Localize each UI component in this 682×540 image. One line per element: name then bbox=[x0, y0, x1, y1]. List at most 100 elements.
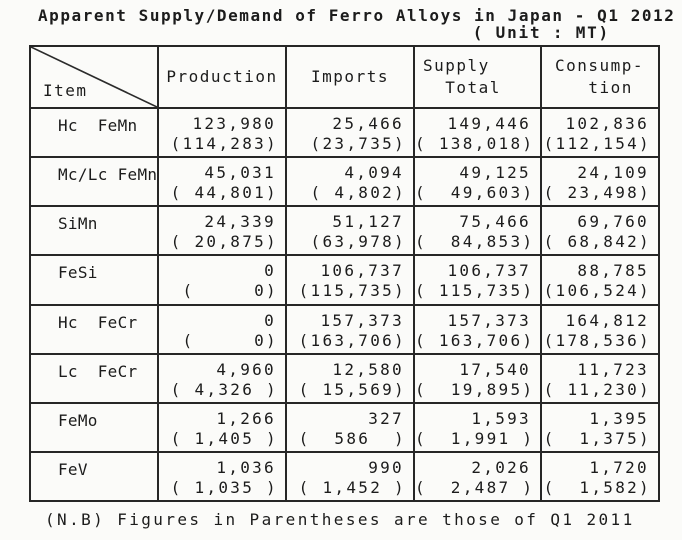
value-line: 11,723 bbox=[577, 359, 649, 379]
table-row: Hc FeMn 123,980 (114,283) 25,466 (23,735… bbox=[29, 106, 660, 159]
paren-line: ( 586 ) bbox=[298, 428, 406, 448]
value-line: 1,720 bbox=[589, 457, 649, 477]
paren-line: ( 1,375) bbox=[543, 428, 651, 448]
paren-line: ( 2,487 ) bbox=[415, 477, 535, 497]
table-row: FeSi 0 ( 0) 106,737 (115,735) 106,737 ( … bbox=[29, 254, 660, 306]
value-line: 1,593 bbox=[471, 408, 531, 428]
paren-line: ( 84,853) bbox=[415, 232, 535, 252]
value-line: 157,373 bbox=[320, 310, 404, 330]
data-cell: 4,094 ( 4,802) bbox=[285, 156, 415, 208]
paren-line: (115,735) bbox=[298, 281, 406, 301]
column-header-production: Production bbox=[157, 45, 287, 109]
value-line: 45,031 bbox=[204, 163, 276, 183]
value-line: 327 bbox=[368, 408, 404, 428]
data-cell: 102,836 (112,154) bbox=[540, 106, 660, 159]
data-cell: 4,960 ( 4,326 ) bbox=[157, 352, 287, 404]
row-item-label: Lc FeCr bbox=[29, 352, 159, 404]
paren-line: ( 138,018) bbox=[415, 134, 535, 153]
table-row: FeMo 1,266 ( 1,405 ) 327 ( 586 ) 1,593 (… bbox=[29, 401, 660, 453]
data-cell: 24,339 ( 20,875) bbox=[157, 205, 287, 257]
data-cell: 2,026 ( 2,487 ) bbox=[413, 450, 542, 503]
paren-line: ( 163,706) bbox=[415, 330, 535, 350]
value-line: 102,836 bbox=[565, 114, 649, 133]
diagonal-line bbox=[31, 47, 157, 107]
value-line: 4,960 bbox=[216, 359, 276, 379]
row-item-label: Hc FeMn bbox=[29, 106, 159, 159]
paren-line: (112,154) bbox=[543, 134, 651, 153]
page-title: Apparent Supply/Demand of Ferro Alloys i… bbox=[38, 6, 676, 25]
value-line: 106,737 bbox=[320, 261, 404, 281]
data-cell: 12,580 ( 15,569) bbox=[285, 352, 415, 404]
data-cell: 1,266 ( 1,405 ) bbox=[157, 401, 287, 453]
paren-line: (163,706) bbox=[298, 330, 406, 350]
paren-line: ( 0) bbox=[182, 330, 278, 350]
column-header-consumption: Consump- tion bbox=[540, 45, 660, 109]
row-item-label: Mc/Lc FeMn bbox=[29, 156, 159, 208]
value-line: 106,737 bbox=[447, 261, 531, 281]
paren-line: ( 1,405 ) bbox=[170, 428, 278, 448]
value-line: 2,026 bbox=[471, 457, 531, 477]
value-line: 1,395 bbox=[589, 408, 649, 428]
value-line: 49,125 bbox=[459, 163, 531, 183]
paren-line: (23,735) bbox=[310, 134, 406, 153]
paren-line: ( 4,802) bbox=[310, 183, 406, 203]
paren-line: ( 49,603) bbox=[415, 183, 535, 203]
value-line: 0 bbox=[264, 310, 276, 330]
paren-line: ( 23,498) bbox=[543, 183, 651, 203]
table-row: SiMn 24,339 ( 20,875) 51,127 (63,978) 75… bbox=[29, 205, 660, 257]
value-line: 51,127 bbox=[332, 212, 404, 232]
paren-line: (63,978) bbox=[310, 232, 406, 252]
table-row: Hc FeCr 0 ( 0) 157,373 (163,706) 157,373… bbox=[29, 303, 660, 355]
value-line: 149,446 bbox=[447, 114, 531, 133]
paren-line: ( 68,842) bbox=[543, 232, 651, 252]
row-item-label: FeV bbox=[29, 450, 159, 503]
header-row: Item Production Imports Supply Total Con… bbox=[29, 45, 660, 109]
data-cell: 106,737 (115,735) bbox=[285, 254, 415, 306]
value-line: 157,373 bbox=[447, 310, 531, 330]
data-cell: 69,760 ( 68,842) bbox=[540, 205, 660, 257]
data-cell: 990 ( 1,452 ) bbox=[285, 450, 415, 503]
data-cell: 0 ( 0) bbox=[157, 303, 287, 355]
data-cell: 123,980 (114,283) bbox=[157, 106, 287, 159]
table-row: Lc FeCr 4,960 ( 4,326 ) 12,580 ( 15,569)… bbox=[29, 352, 660, 404]
unit-label: ( Unit : MT) bbox=[472, 23, 610, 42]
data-cell: 17,540 ( 19,895) bbox=[413, 352, 542, 404]
paren-line: ( 1,035 ) bbox=[170, 477, 278, 497]
data-cell: 24,109 ( 23,498) bbox=[540, 156, 660, 208]
data-cell: 49,125 ( 49,603) bbox=[413, 156, 542, 208]
row-item-label: FeMo bbox=[29, 401, 159, 453]
paren-line: ( 1,452 ) bbox=[298, 477, 406, 497]
value-line: 123,980 bbox=[192, 114, 276, 133]
data-cell: 149,446 ( 138,018) bbox=[413, 106, 542, 159]
paren-line: (178,536) bbox=[543, 330, 651, 350]
paren-line: ( 0) bbox=[182, 281, 278, 301]
paren-line: (106,524) bbox=[543, 281, 651, 301]
data-cell: 157,373 ( 163,706) bbox=[413, 303, 542, 355]
data-cell: 25,466 (23,735) bbox=[285, 106, 415, 159]
value-line: 4,094 bbox=[344, 163, 404, 183]
data-cell: 51,127 (63,978) bbox=[285, 205, 415, 257]
value-line: 75,466 bbox=[459, 212, 531, 232]
value-line: 69,760 bbox=[577, 212, 649, 232]
value-line: 990 bbox=[368, 457, 404, 477]
data-cell: 164,812 (178,536) bbox=[540, 303, 660, 355]
data-cell: 1,593 ( 1,991 ) bbox=[413, 401, 542, 453]
value-line: 25,466 bbox=[332, 114, 404, 133]
table-row: FeV 1,036 ( 1,035 ) 990 ( 1,452 ) 2,026 … bbox=[29, 450, 660, 503]
value-line: 24,109 bbox=[577, 163, 649, 183]
value-line: 24,339 bbox=[204, 212, 276, 232]
data-cell: 106,737 ( 115,735) bbox=[413, 254, 542, 306]
data-cell: 75,466 ( 84,853) bbox=[413, 205, 542, 257]
value-line: 17,540 bbox=[459, 359, 531, 379]
row-item-label: SiMn bbox=[29, 205, 159, 257]
corner-cell: Item bbox=[29, 45, 159, 109]
paren-line: ( 19,895) bbox=[415, 379, 535, 399]
value-line: 1,266 bbox=[216, 408, 276, 428]
value-line: 88,785 bbox=[577, 261, 649, 281]
data-cell: 1,720 ( 1,582) bbox=[540, 450, 660, 503]
column-header-imports: Imports bbox=[285, 45, 415, 109]
paren-line: ( 11,230) bbox=[543, 379, 651, 399]
data-cell: 157,373 (163,706) bbox=[285, 303, 415, 355]
supply-demand-table: Item Production Imports Supply Total Con… bbox=[29, 45, 660, 503]
